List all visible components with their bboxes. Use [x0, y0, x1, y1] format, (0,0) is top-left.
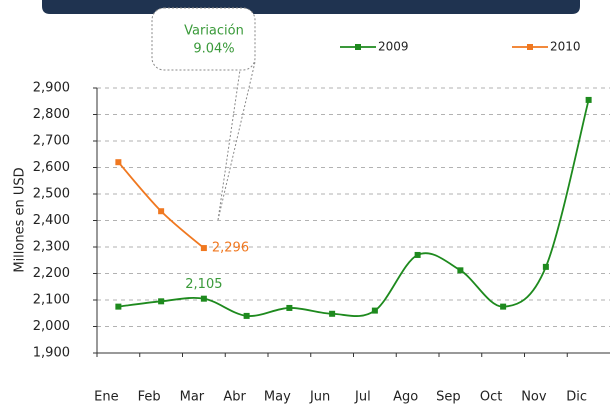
point	[243, 312, 250, 319]
series-line	[117, 161, 205, 249]
point	[500, 303, 507, 310]
data-label: 2,296	[212, 241, 249, 256]
y-tick-label: 2,400	[33, 213, 70, 228]
legend-label: 2010	[550, 40, 581, 54]
x-tick-label: Sep	[436, 390, 461, 405]
y-tick-label: 2,500	[33, 187, 70, 202]
point	[371, 307, 378, 314]
y-tick-label: 1,900	[33, 346, 70, 361]
point	[158, 208, 165, 215]
point	[286, 304, 293, 311]
point	[200, 295, 207, 302]
point	[200, 245, 207, 252]
header-bar	[42, 0, 580, 14]
y-tick-label: 2,200	[33, 266, 70, 281]
point	[457, 267, 464, 274]
data-label: 2,105	[185, 277, 222, 292]
y-tick-label: 2,300	[33, 240, 70, 255]
point	[414, 251, 421, 258]
point	[542, 263, 549, 270]
y-tick-label: 2,900	[33, 81, 70, 96]
point	[115, 159, 122, 166]
callout-title: Variación	[184, 24, 244, 39]
legend-marker	[355, 44, 361, 50]
x-tick-label: Jun	[309, 390, 330, 405]
x-tick-label: Feb	[138, 390, 161, 405]
x-tick-label: May	[264, 390, 291, 405]
y-tick-label: 2,700	[33, 134, 70, 149]
y-tick-label: 2,800	[33, 107, 70, 122]
x-tick-label: Mar	[180, 390, 205, 405]
point	[115, 303, 122, 310]
callout-box	[151, 7, 256, 71]
x-tick-label: Oct	[480, 390, 502, 405]
x-tick-label: Abr	[223, 390, 246, 405]
x-tick-label: Ene	[94, 390, 118, 405]
y-tick-label: 2,000	[33, 319, 70, 334]
x-tick-label: Dic	[566, 390, 587, 405]
point	[329, 310, 336, 317]
x-tick-label: Jul	[354, 390, 371, 405]
legend-marker	[527, 44, 533, 50]
y-tick-label: 2,100	[33, 293, 70, 308]
x-tick-label: Ago	[393, 390, 418, 405]
point	[158, 298, 165, 305]
y-tick-label: 2,600	[33, 160, 70, 175]
y-axis-label: Millones en USD	[13, 167, 28, 272]
x-tick-label: Nov	[521, 390, 547, 405]
legend-label: 2009	[378, 40, 409, 54]
point	[585, 96, 592, 103]
callout-value: 9.04%	[193, 42, 234, 57]
